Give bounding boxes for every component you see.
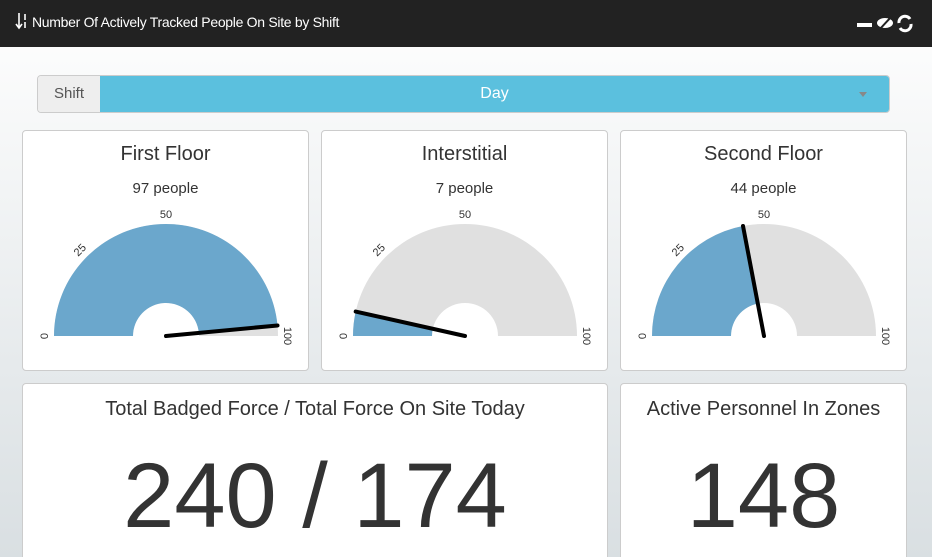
gauge-needle <box>741 223 766 338</box>
shift-filter: Shift Day <box>37 75 890 113</box>
stat-value: 240 / 174 <box>123 445 507 547</box>
gauge-tick-label: 25 <box>72 242 89 259</box>
refresh-icon[interactable] <box>897 14 913 33</box>
gauge-fill <box>652 225 758 336</box>
gauge: 0 25 50 100 <box>39 209 293 345</box>
gauge-card: Interstitial 7 people 0 25 50 100 <box>321 130 608 371</box>
header-title: Number Of Actively Tracked People On Sit… <box>32 14 340 30</box>
gauge-needle <box>164 323 280 338</box>
gauge-value-label: 44 people <box>730 180 797 197</box>
gauge-tick-label: 50 <box>459 209 471 221</box>
gauge-tick-label: 100 <box>580 327 592 345</box>
gauge: 0 25 50 100 <box>637 209 891 345</box>
gauge-tick-label: 0 <box>39 333 51 339</box>
gauge-tick-label: 100 <box>879 327 891 345</box>
caret <box>859 92 867 97</box>
gauge-tick-label: 50 <box>758 209 770 221</box>
gauge: 0 25 50 100 <box>338 209 592 345</box>
header: Number Of Actively Tracked People On Sit… <box>0 0 932 47</box>
gauge-value-label: 7 people <box>435 180 494 197</box>
gauge-tick-label: 0 <box>338 333 350 339</box>
gauge-title: Second Floor <box>704 143 823 165</box>
gauge-card: Second Floor 44 people 0 25 50 100 <box>620 130 907 371</box>
stat-title: Active Personnel In Zones <box>646 398 881 420</box>
gauge-fill <box>54 223 278 336</box>
gauge-track <box>353 224 577 336</box>
filter-select[interactable]: Day <box>100 76 889 112</box>
stat-value: 148 <box>686 445 841 547</box>
gauge-title: First Floor <box>120 143 211 165</box>
gauge-tick-label: 25 <box>670 242 687 259</box>
gauge-card: First Floor 97 people 0 25 50 100 <box>22 130 309 371</box>
hide-icon[interactable] <box>877 15 893 31</box>
stat-title: Total Badged Force / Total Force On Site… <box>105 398 525 420</box>
gauge-needle <box>353 309 467 338</box>
gauge-tick-label: 0 <box>637 333 649 339</box>
stat-card: Total Badged Force / Total Force On Site… <box>22 383 608 557</box>
gauge-tick-label: 50 <box>160 209 172 221</box>
header-icons <box>15 13 913 33</box>
filter-label: Shift <box>38 76 101 112</box>
gauge-fill <box>353 311 433 336</box>
stat-card: Active Personnel In Zones 148 <box>620 383 907 557</box>
gauge-title: Interstitial <box>421 143 508 165</box>
minimize-icon[interactable] <box>857 23 872 27</box>
gauge-value-label: 97 people <box>132 180 199 197</box>
gauge-tick-label: 100 <box>281 327 293 345</box>
gauge-tick-label: 25 <box>371 242 388 259</box>
